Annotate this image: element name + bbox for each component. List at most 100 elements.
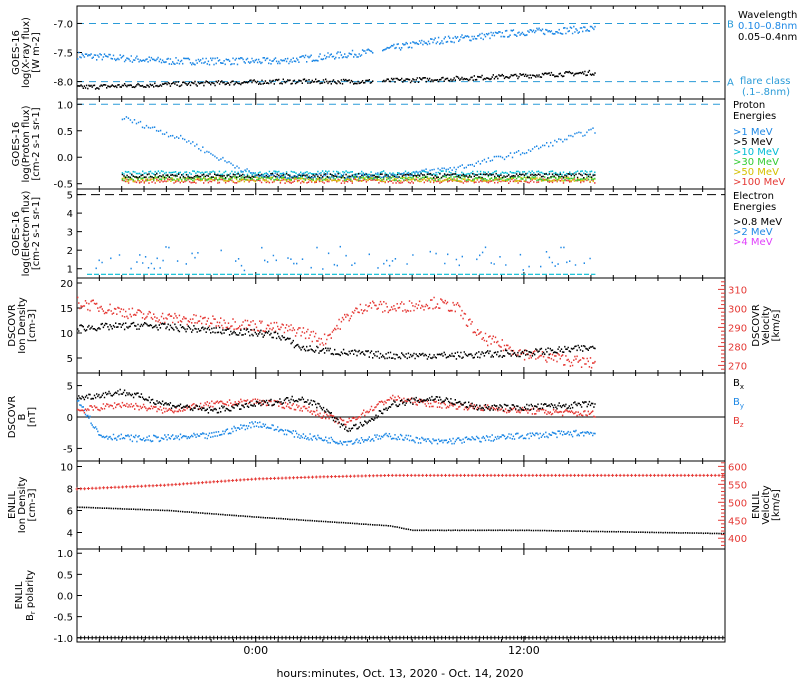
enlil-density-ylabel: ENLIL Ion Density [cm-3]	[7, 477, 38, 534]
enlil-polarity-ylabel-line: ENLIL	[14, 581, 25, 609]
dscovr-velocity-ylabel-line: [km/s]	[771, 309, 782, 341]
electron-legend-title: Electron	[733, 191, 774, 202]
enlil-density-ylabel-line: ENLIL	[7, 491, 18, 519]
electron-legend-item: >4 MeV	[733, 237, 773, 248]
y-tick-label: 5	[67, 191, 73, 202]
proton-legend-item: >100 MeV	[733, 177, 785, 188]
xray-long-series	[77, 25, 596, 66]
proton-legend-item: >50 MeV	[733, 167, 779, 178]
dscovr-density-series	[77, 321, 596, 360]
y-tick-label: 0.0	[57, 153, 73, 164]
proton-legend-item: >30 MeV	[733, 157, 779, 168]
y-tick-label: -7.5	[53, 49, 73, 60]
y-tick-label: -0.5	[53, 180, 73, 191]
y2-tick-label: 270	[728, 361, 747, 372]
b-legend-subscript: x	[740, 383, 744, 391]
xray-legend-long: 0.10–0.8nm	[738, 21, 797, 32]
dscovr-velocity-ylabel: DSCOVR Velocity [km/s]	[751, 304, 782, 347]
proton-legend-title: Proton	[733, 100, 765, 111]
flare-level-label: B	[727, 19, 734, 30]
proton-ylabel-line: GOES-16	[11, 122, 22, 167]
y-tick-label: 1.0	[57, 100, 73, 111]
xray-legend-title: Wavelength	[738, 10, 797, 21]
y2-tick-label: 300	[728, 304, 747, 315]
y2-tick-label: 550	[728, 480, 747, 491]
dscovr-density-ylabel-line: Ion Density	[17, 297, 28, 354]
y-tick-label: 1.0	[57, 549, 73, 560]
y2-tick-label: 400	[728, 534, 747, 545]
xray-ylabel-line: GOES-16	[11, 30, 22, 75]
b-legend-item: Bz	[733, 416, 744, 429]
enlil-velocity-ylabel-line: [km/s]	[771, 489, 782, 521]
dscovr-b-series-1	[77, 399, 596, 446]
enlil-velocity-ylabel-line: ENLIL	[751, 491, 762, 519]
proton-series-1	[121, 172, 596, 179]
xray-ylabel-line: [W m-2]	[31, 32, 42, 73]
y-tick-label: -8.0	[53, 78, 73, 89]
b-legend-item: By	[733, 397, 744, 410]
y-tick-label: -5	[63, 444, 73, 455]
proton-legend-item: >5 MeV	[733, 137, 773, 148]
proton-legend-item: >1 MeV	[733, 127, 773, 138]
y-tick-label: -1.0	[53, 634, 73, 645]
enlil-velocity-ylabel-line: Velocity	[761, 485, 772, 524]
panel-xray: B A -7.0 -7.5 -8.0 GOES-16 log(X-ray flux) [W m…	[11, 6, 797, 99]
b-legend-subscript: z	[740, 421, 744, 429]
y-tick-label: 0.0	[57, 592, 73, 603]
xray-legend-short: 0.05–0.4nm	[738, 32, 797, 43]
dscovr-velocity-ylabel-line: Velocity	[761, 306, 772, 345]
y-tick-label: 0	[67, 413, 73, 424]
ylabel-b: B	[25, 614, 36, 621]
y-tick-label: 3	[67, 228, 73, 239]
dscovr-b-ylabel-line: [nT]	[27, 407, 38, 427]
x-tick-label: 12:00	[508, 644, 540, 657]
dscovr-b-series-2	[77, 394, 596, 426]
y-tick-label: 4	[67, 209, 73, 220]
y-tick-label: -0.5	[53, 613, 73, 624]
x-tick-label: 0:00	[243, 644, 268, 657]
y2-tick-label: 450	[728, 516, 747, 527]
electron-legend-title: Energies	[733, 202, 776, 213]
y2-tick-label: 600	[728, 462, 747, 473]
electron-ylabel-line: GOES-16	[11, 211, 22, 256]
dscovr-b-ylabel-line: B	[17, 413, 28, 420]
electron-ylabel-line: [cm-2 s-1 sr-1]	[31, 197, 42, 270]
xray-ylabel: GOES-16 log(X-ray flux) [W m-2]	[11, 17, 42, 88]
y-tick-label: 10	[60, 463, 73, 474]
y2-tick-label: 310	[728, 285, 747, 296]
dscovr-b-series-0	[77, 388, 596, 433]
proton-ylabel-line: log(Proton flux)	[21, 105, 32, 182]
y-tick-label: 20	[60, 279, 73, 290]
x-axis: 0:00 12:00	[243, 644, 539, 657]
panel-electron: 5 4 3 2 1 GOES-16 log(Electron flux) [cm-2 s-1 …	[11, 189, 782, 278]
dscovr-velocity-ylabel-line: DSCOVR	[751, 304, 762, 347]
electron-legend-item: >2 MeV	[733, 227, 773, 238]
y-tick-label: 4	[67, 529, 73, 540]
panel-frame-3	[76, 188, 726, 279]
flare-level-label: A	[727, 78, 734, 89]
y-tick-label: 15	[60, 304, 73, 315]
x-axis-label: hours:minutes, Oct. 13, 2020 - Oct. 14, …	[276, 667, 523, 680]
panel-frame-7	[76, 548, 726, 643]
proton-ylabel-line: [cm-2 s-1 sr-1]	[31, 107, 42, 180]
flare-class-range: (.1–.8nm)	[742, 87, 790, 98]
dscovr-b-ylabel-line: DSCOVR	[7, 396, 18, 439]
y2-tick-label: 500	[728, 498, 747, 509]
y-tick-label: 2	[67, 246, 73, 257]
proton-series-0	[121, 116, 596, 180]
xray-ylabel-line: log(X-ray flux)	[21, 17, 32, 88]
panel-proton: 1.0 0.5 0.0 -0.5 GOES-16 log(Proton flux) [cm-…	[11, 99, 785, 191]
y2-tick-label: 280	[728, 342, 747, 353]
xray-short-series	[77, 69, 596, 90]
b-legend-item: Bx	[733, 378, 744, 391]
y-tick-label: 5	[67, 354, 73, 365]
y-tick-label: 1	[67, 265, 73, 276]
dscovr-density-ylabel-line: DSCOVR	[7, 304, 18, 347]
y-tick-label: 0.5	[57, 570, 73, 581]
